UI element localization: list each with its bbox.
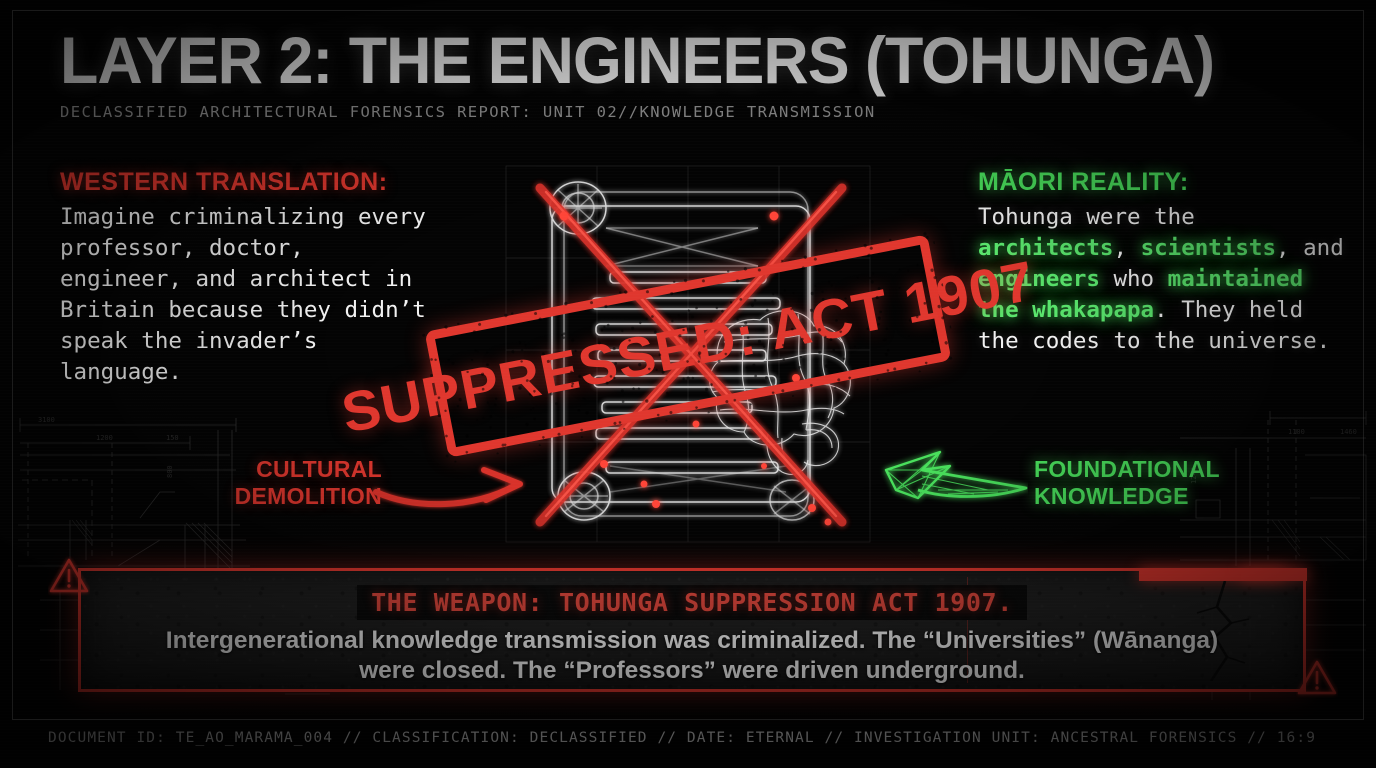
maori-reality-column: MĀORI REALITY: Tohunga were the architec… [978, 168, 1350, 357]
weapon-banner: THE WEAPON: TOHUNGA SUPPRESSION ACT 1907… [78, 568, 1307, 692]
cultural-demolition-line1: CULTURAL [256, 456, 382, 482]
western-translation-body: Imagine criminalizing every professor, d… [60, 204, 426, 385]
banner-title-text: THE WEAPON: TOHUNGA SUPPRESSION ACT 1907… [357, 585, 1027, 620]
banner-body-line1: Intergenerational knowledge transmission… [165, 627, 1219, 654]
svg-text:1200: 1200 [96, 434, 113, 442]
warning-triangle-icon [48, 556, 90, 600]
body-text-run: , [1113, 235, 1141, 261]
svg-text:150: 150 [166, 434, 179, 442]
svg-text:1460: 1460 [1340, 428, 1357, 436]
page-subtitle: DECLASSIFIED ARCHITECTURAL FORENSICS REP… [60, 102, 876, 121]
banner-body: Intergenerational knowledge transmission… [121, 626, 1263, 686]
banner-body-line2: were closed. The “Professors” were drive… [359, 657, 1025, 684]
warning-triangle-icon [1296, 658, 1338, 702]
footer-metadata: DOCUMENT ID: TE_AO_MARAMA_004 // CLASSIF… [48, 730, 1317, 746]
header: LAYER 2: THE ENGINEERS (TOHUNGA) DECLASS… [60, 23, 1336, 121]
svg-text:800: 800 [166, 465, 174, 478]
highlighted-term: scientists [1140, 235, 1277, 261]
svg-text:1100: 1100 [1288, 428, 1305, 436]
body-text-run: , and [1276, 235, 1344, 261]
western-translation-heading: WESTERN TRANSLATION: [60, 168, 388, 196]
banner-title: THE WEAPON: TOHUNGA SUPPRESSION ACT 1907… [81, 585, 1303, 620]
foundational-knowledge-line1: FOUNDATIONAL [1034, 456, 1220, 482]
foundational-knowledge-label: FOUNDATIONAL KNOWLEDGE [1034, 456, 1244, 510]
banner-accent-bar-right [1241, 568, 1307, 581]
wireframe-arrow-left-icon [878, 440, 1028, 524]
curved-arrow-right-icon [372, 452, 540, 526]
page-title: LAYER 2: THE ENGINEERS (TOHUNGA) [60, 23, 1215, 97]
foundational-knowledge-line2: KNOWLEDGE [1034, 483, 1189, 509]
western-translation-column: WESTERN TRANSLATION: Imagine criminalizi… [60, 168, 432, 388]
svg-text:3100: 3100 [38, 416, 55, 424]
maori-reality-heading: MĀORI REALITY: [978, 168, 1189, 196]
cultural-demolition-line2: DEMOLITION [234, 483, 382, 509]
body-text-run: Tohunga were the [978, 204, 1195, 230]
cultural-demolition-label: CULTURAL DEMOLITION [222, 456, 382, 510]
body-text-run: who [1099, 266, 1168, 292]
